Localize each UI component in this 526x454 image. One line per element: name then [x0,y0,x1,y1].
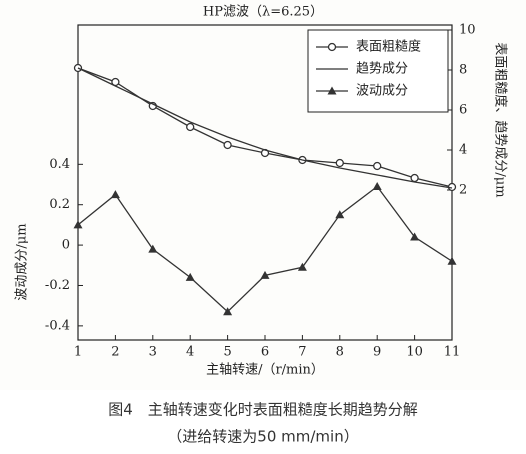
x-tick-label: 8 [336,345,344,360]
marker [223,307,233,316]
marker [185,272,195,281]
legend-label: 趋势成分 [356,61,408,77]
x-tick-label: 3 [149,345,157,360]
marker [372,182,382,191]
y-axis-label: 波动成分/μm [15,223,30,300]
y2-tick-label: 10 [459,23,476,38]
marker [335,210,345,219]
caption: 图4 主轴转速变化时表面粗糙度长期趋势分解 [108,401,418,419]
x-tick-label: 2 [111,345,119,360]
y-tick-label: 0.4 [49,157,70,172]
marker [410,232,420,241]
x-tick-label: 5 [223,345,231,360]
x-tick-label: 6 [261,345,269,360]
y-tick-label: -0.2 [45,278,70,293]
series-line [77,67,453,189]
caption: （进给转速为50 mm/min） [167,428,358,446]
marker [186,122,195,132]
x-tick-label: 11 [444,345,461,360]
marker [110,190,120,199]
legend-label: 表面粗糙度 [356,39,421,55]
marker [223,140,232,150]
y-tick-label: -0.4 [45,318,70,333]
x-tick-label: 1 [74,345,82,360]
y2-tick-label: 2 [459,183,467,198]
x-tick-label: 9 [373,345,381,360]
marker [410,173,419,183]
x-tick-label: 4 [186,345,194,360]
marker [297,262,307,271]
y-tick-label: 0 [62,238,70,253]
y2-tick-label: 6 [459,103,467,118]
marker [373,161,382,171]
legend-label: 波动成分 [356,84,408,99]
marker [447,256,457,265]
marker [73,220,83,229]
x-tick-label: 7 [298,345,306,360]
marker [260,270,270,279]
x-tick-label: 10 [406,345,423,360]
x-axis-label: 主轴转速/（r/min） [206,363,324,378]
legend-marker [327,86,337,95]
chart-title: HP滤波（λ=6.25） [203,5,323,20]
legend-marker [327,42,337,52]
y2-tick-label: 4 [459,143,467,158]
marker [148,244,158,253]
marker [335,158,344,168]
y-tick-label: 0.2 [49,197,70,212]
y2-tick-label: 8 [459,63,467,78]
y2-axis-label: 表面粗糙度、趋势成分/μm [493,42,509,197]
